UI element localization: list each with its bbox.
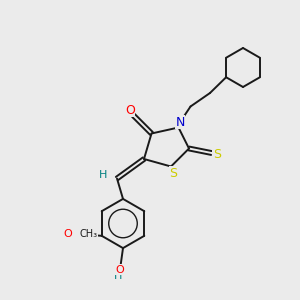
Text: S: S — [169, 167, 177, 180]
Text: H: H — [114, 271, 123, 281]
Text: H: H — [99, 170, 108, 181]
Text: O: O — [115, 265, 124, 275]
Text: N: N — [175, 116, 185, 129]
Text: O: O — [125, 103, 135, 117]
Text: CH₃: CH₃ — [80, 229, 98, 239]
Text: O: O — [64, 229, 73, 239]
Text: S: S — [213, 148, 221, 161]
